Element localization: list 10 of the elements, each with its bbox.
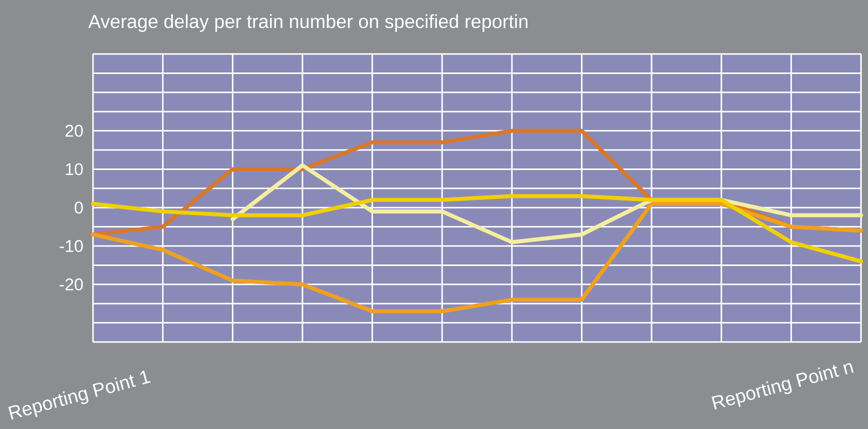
line-series (91, 194, 864, 264)
y-tick-label: 20 (66, 124, 83, 137)
text: Reporting Point n (712, 363, 854, 410)
line-series (91, 202, 864, 314)
y-tick-label: -10 (60, 240, 83, 252)
chart-title: Average delay per train number on specified reportin (88, 14, 528, 32)
y-tick-label: -20 (60, 278, 83, 290)
y-tick-label: 10 (66, 163, 83, 176)
text: Reporting Point 1 (8, 370, 151, 420)
y-tick-label: 0 (74, 202, 83, 214)
